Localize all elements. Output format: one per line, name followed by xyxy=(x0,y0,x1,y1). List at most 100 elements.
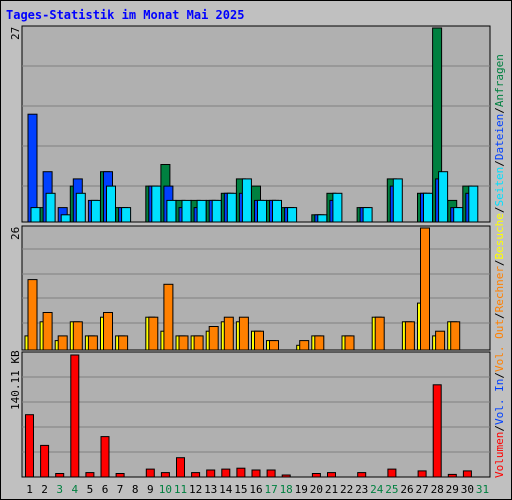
kbytes-bar-day-11 xyxy=(176,457,185,478)
sites-bar-day-12 xyxy=(193,335,204,351)
pages-bar-day-30 xyxy=(468,185,479,223)
kbytes-bar-day-5 xyxy=(85,472,95,478)
x-day-label: 2 xyxy=(41,483,48,496)
pages-bar-day-14 xyxy=(226,192,237,223)
x-day-label: 5 xyxy=(87,483,94,496)
kbytes-bar-day-21 xyxy=(327,472,336,478)
legend-entry: Anfragen xyxy=(493,54,506,107)
hits-files-pages-panel xyxy=(21,25,491,223)
y-max-label-middle: 26 xyxy=(9,227,22,240)
sites-bar-day-17 xyxy=(269,340,279,351)
legend-entry: Besuche xyxy=(493,213,506,259)
kbytes-bar-day-4 xyxy=(70,354,80,478)
x-day-label: 19 xyxy=(295,483,308,496)
kbytes-bar-day-29 xyxy=(447,473,457,478)
kbytes-bar-day-17 xyxy=(266,469,276,478)
kbytes-bar-day-23 xyxy=(357,472,367,478)
x-day-label: 20 xyxy=(310,483,323,496)
pages-bar-day-20 xyxy=(317,214,328,223)
pages-bar-day-5 xyxy=(90,199,101,223)
sites-bar-day-29 xyxy=(450,321,461,351)
sites-bar-day-5 xyxy=(87,335,98,351)
x-day-label: 23 xyxy=(355,483,368,496)
x-day-label: 21 xyxy=(325,483,338,496)
kbytes-bar-day-18 xyxy=(281,474,291,478)
sites-bar-day-6 xyxy=(103,312,113,351)
sites-bar-day-14 xyxy=(223,316,234,351)
x-day-label: 30 xyxy=(461,483,474,496)
kbytes-bar-day-28 xyxy=(432,384,442,478)
x-day-label: 12 xyxy=(189,483,202,496)
pages-bar-day-6 xyxy=(106,185,116,223)
x-day-label: 1 xyxy=(26,483,33,496)
kbytes-bar-day-12 xyxy=(191,472,201,478)
kbytes-bar-day-27 xyxy=(417,470,427,478)
sites-bar-day-2 xyxy=(42,312,53,351)
kbytes-bar-day-15 xyxy=(236,467,246,478)
pages-bar-day-17 xyxy=(272,199,282,223)
kbytes-bar-day-10 xyxy=(160,472,170,478)
pages-bar-day-21 xyxy=(332,192,343,223)
sites-bar-day-11 xyxy=(178,335,189,351)
x-day-label: 9 xyxy=(147,483,154,496)
x-day-label: 13 xyxy=(204,483,217,496)
volume-panel xyxy=(21,351,491,478)
sites-bar-day-7 xyxy=(118,335,129,351)
sites-bar-day-28 xyxy=(435,330,446,351)
sites-bar-day-16 xyxy=(254,330,264,351)
pages-bar-day-11 xyxy=(181,199,192,223)
sites-bar-day-13 xyxy=(208,326,219,351)
legend-entry: / xyxy=(493,372,506,379)
x-day-label: 29 xyxy=(446,483,459,496)
kbytes-bar-day-30 xyxy=(462,470,472,478)
x-day-label: 18 xyxy=(280,483,293,496)
y-max-label-top: 27 xyxy=(9,27,22,40)
sites-bar-day-24 xyxy=(374,316,385,351)
sites-bar-day-9 xyxy=(148,316,159,351)
sites-bar-day-1 xyxy=(27,279,38,351)
kbytes-bar-day-7 xyxy=(115,473,125,478)
sites-bar-day-15 xyxy=(238,316,249,351)
kbytes-bar-day-1 xyxy=(25,414,34,478)
sites-bar-day-3 xyxy=(57,335,68,351)
sites-bar-day-20 xyxy=(314,335,325,351)
pages-bar-day-10 xyxy=(166,199,177,223)
kbytes-bar-day-9 xyxy=(145,468,155,478)
x-day-label: 8 xyxy=(132,483,139,496)
kbytes-bar-day-25 xyxy=(387,468,397,478)
legend-entry: / xyxy=(493,259,506,266)
x-day-label: 14 xyxy=(219,483,233,496)
x-day-label: 24 xyxy=(370,483,384,496)
legend-entry: Vol. In xyxy=(493,379,506,425)
legend-entry: / xyxy=(493,425,506,432)
kbytes-bar-day-16 xyxy=(251,469,261,478)
x-day-label: 11 xyxy=(174,483,187,496)
legend-entry: Volumen xyxy=(493,432,506,478)
kbytes-bar-day-20 xyxy=(311,473,321,478)
kbytes-bar-day-13 xyxy=(206,469,216,478)
pages-bar-day-13 xyxy=(211,199,222,223)
pages-bar-day-9 xyxy=(151,185,162,223)
legend-entry: Vol. Out xyxy=(493,319,506,372)
pages-bar-day-16 xyxy=(257,199,267,223)
right-side-legend: Volumen/Vol. In/Vol. Out/Rechner/Besuche… xyxy=(493,54,506,478)
chart-title: Tages-Statistik im Monat Mai 2025 xyxy=(6,8,244,22)
pages-bar-day-25 xyxy=(392,178,403,223)
y-max-label-bottom: 140.11 KB xyxy=(9,350,22,410)
sites-bar-day-22 xyxy=(344,335,355,351)
sites-bar-day-26 xyxy=(404,321,415,351)
x-day-label: 4 xyxy=(71,483,78,496)
pages-bar-day-29 xyxy=(453,207,464,223)
x-day-label: 6 xyxy=(102,483,109,496)
legend-entry: Dateien xyxy=(493,114,506,160)
pages-bar-day-7 xyxy=(121,207,132,223)
pages-bar-day-28 xyxy=(438,171,449,223)
legend-entry: Rechner xyxy=(493,266,506,313)
x-day-label: 26 xyxy=(400,483,413,496)
pages-bar-day-1 xyxy=(30,207,41,223)
kbytes-bar-day-6 xyxy=(100,436,110,478)
pages-bar-day-18 xyxy=(287,207,298,223)
x-day-label: 17 xyxy=(264,483,277,496)
kbytes-bar-day-3 xyxy=(55,473,65,478)
